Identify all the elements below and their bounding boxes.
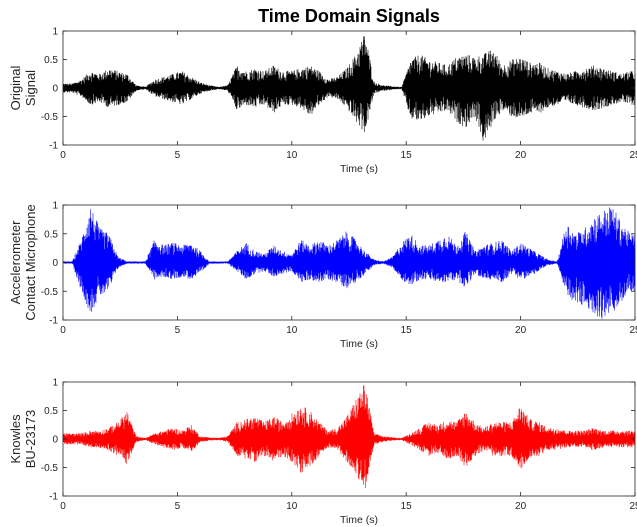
x-tick-label: 20 bbox=[515, 150, 527, 161]
x-axis-label: Time (s) bbox=[340, 338, 378, 350]
x-tick-label: 20 bbox=[515, 325, 527, 336]
y-tick-label: -1 bbox=[49, 141, 58, 152]
x-tick-label: 25 bbox=[629, 501, 637, 512]
x-tick-label: 10 bbox=[286, 325, 298, 336]
waveform-series bbox=[62, 207, 636, 319]
y-axis-label-line: Signal bbox=[23, 70, 38, 106]
figure-title: Time Domain Signals bbox=[258, 6, 440, 26]
y-axis-label-line: BU-23173 bbox=[23, 410, 38, 469]
subplot-1: 0 5 10 15 20 25 1 0.5 0 -0.5 -1 Time (s) OriginalSig… bbox=[8, 27, 637, 176]
y-axis-label: OriginalSignal bbox=[8, 65, 38, 110]
x-tick-label: 10 bbox=[286, 150, 298, 161]
y-tick-label: 0 bbox=[52, 258, 58, 269]
x-tick-label: 0 bbox=[60, 325, 66, 336]
x-tick-label: 5 bbox=[175, 325, 181, 336]
x-tick-label: 5 bbox=[175, 501, 181, 512]
y-axis-label-line: Knowles bbox=[8, 414, 23, 464]
x-tick-label: 15 bbox=[401, 325, 413, 336]
x-axis-label: Time (s) bbox=[340, 163, 378, 175]
x-tick-label: 15 bbox=[401, 501, 413, 512]
y-tick-label: 0.5 bbox=[44, 55, 58, 66]
y-tick-label: 0 bbox=[52, 84, 58, 95]
y-axis-label: KnowlesBU-23173 bbox=[8, 410, 38, 469]
x-tick-label: 15 bbox=[401, 150, 413, 161]
y-tick-label: 0 bbox=[52, 435, 58, 446]
y-tick-label: -0.5 bbox=[41, 287, 59, 298]
y-axis-label: AccelerometerContact Microphone bbox=[8, 204, 38, 320]
waveform-series bbox=[62, 36, 636, 141]
x-tick-label: 0 bbox=[60, 150, 66, 161]
y-tick-label: -0.5 bbox=[41, 112, 59, 123]
subplot-3: 0 5 10 15 20 25 1 0.5 0 -0.5 -1 Time (s) KnowlesBU-2… bbox=[8, 378, 637, 527]
waveform-series bbox=[62, 385, 636, 489]
x-tick-label: 0 bbox=[60, 501, 66, 512]
y-tick-label: -1 bbox=[49, 316, 58, 327]
y-tick-label: 1 bbox=[52, 378, 58, 389]
x-axis-label: Time (s) bbox=[340, 514, 378, 526]
y-tick-label: -0.5 bbox=[41, 463, 59, 474]
x-tick-label: 25 bbox=[629, 150, 637, 161]
x-tick-label: 25 bbox=[629, 325, 637, 336]
y-axis-label-line: Original bbox=[8, 65, 23, 110]
x-tick-label: 5 bbox=[175, 150, 181, 161]
y-axis-label-line: Accelerometer bbox=[8, 220, 23, 304]
y-tick-label: 0.5 bbox=[44, 406, 58, 417]
y-tick-label: 0.5 bbox=[44, 229, 58, 240]
y-tick-label: 1 bbox=[52, 27, 58, 38]
y-tick-label: -1 bbox=[49, 492, 58, 503]
y-tick-label: 1 bbox=[52, 201, 58, 212]
x-tick-label: 20 bbox=[515, 501, 527, 512]
y-axis-label-line: Contact Microphone bbox=[23, 204, 38, 320]
x-tick-label: 10 bbox=[286, 501, 298, 512]
subplot-2: 0 5 10 15 20 25 1 0.5 0 -0.5 -1 Time (s) Acceleromet… bbox=[8, 201, 637, 351]
